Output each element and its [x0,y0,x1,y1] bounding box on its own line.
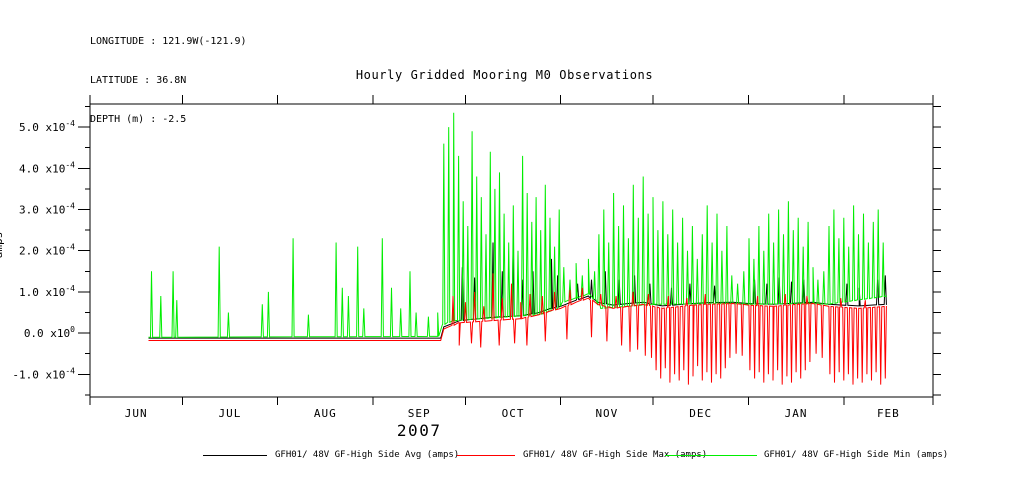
legend-label-avg: GFH01/ 48V GF-High Side Avg (amps) [275,450,460,460]
x-month-label: SEP [408,407,431,420]
y-tick-label: 2.0 x10-4 [19,243,75,258]
series-max-line [148,273,888,385]
x-month-label: OCT [502,407,525,420]
legend-label-max: GFH01/ 48V GF-High Side Max (amps) [523,450,708,460]
x-month-label: AUG [314,407,337,420]
y-tick-label: 3.0 x10-4 [19,201,75,216]
y-tick-label: 0.0 x100 [24,325,75,340]
chart-legend: GFH01/ 48V GF-High Side Avg (amps) GFH01… [0,448,1009,468]
series-min-line [148,112,887,338]
page-title: Hourly Gridded Mooring M0 Observations [355,68,654,82]
y-tick-label: 1.0 x10-4 [19,284,75,299]
x-month-label: JAN [785,407,808,420]
legend-line-avg-icon [203,455,267,456]
x-year-label: 2007 [397,421,442,440]
axis-tick-labels: -1.0 x10-4 0.0 x100 1.0 x10-4 2.0 x10-4 3.0 … [12,119,900,440]
latitude-label: LATITUDE : 36.8N [90,75,187,86]
axes-frame [78,95,941,405]
x-month-label: NOV [595,407,618,420]
legend-line-min-icon [665,455,757,456]
longitude-label: LONGITUDE : 121.9W(-121.9) [90,36,247,47]
x-month-label: DEC [689,407,712,420]
x-month-label: FEB [877,407,900,420]
x-month-label: JUN [125,407,148,420]
y-tick-label: -1.0 x10-4 [12,366,75,381]
depth-label: DEPTH (m) : -2.5 [90,114,187,125]
x-month-label: JUL [219,407,242,420]
y-tick-label: 5.0 x10-4 [19,119,75,134]
legend-label-min: GFH01/ 48V GF-High Side Min (amps) [764,450,949,460]
legend-line-max-icon [457,455,515,456]
station-info-block: LONGITUDE : 121.9W(-121.9) LATITUDE : 36… [90,9,247,152]
y-tick-label: 4.0 x10-4 [19,160,75,175]
